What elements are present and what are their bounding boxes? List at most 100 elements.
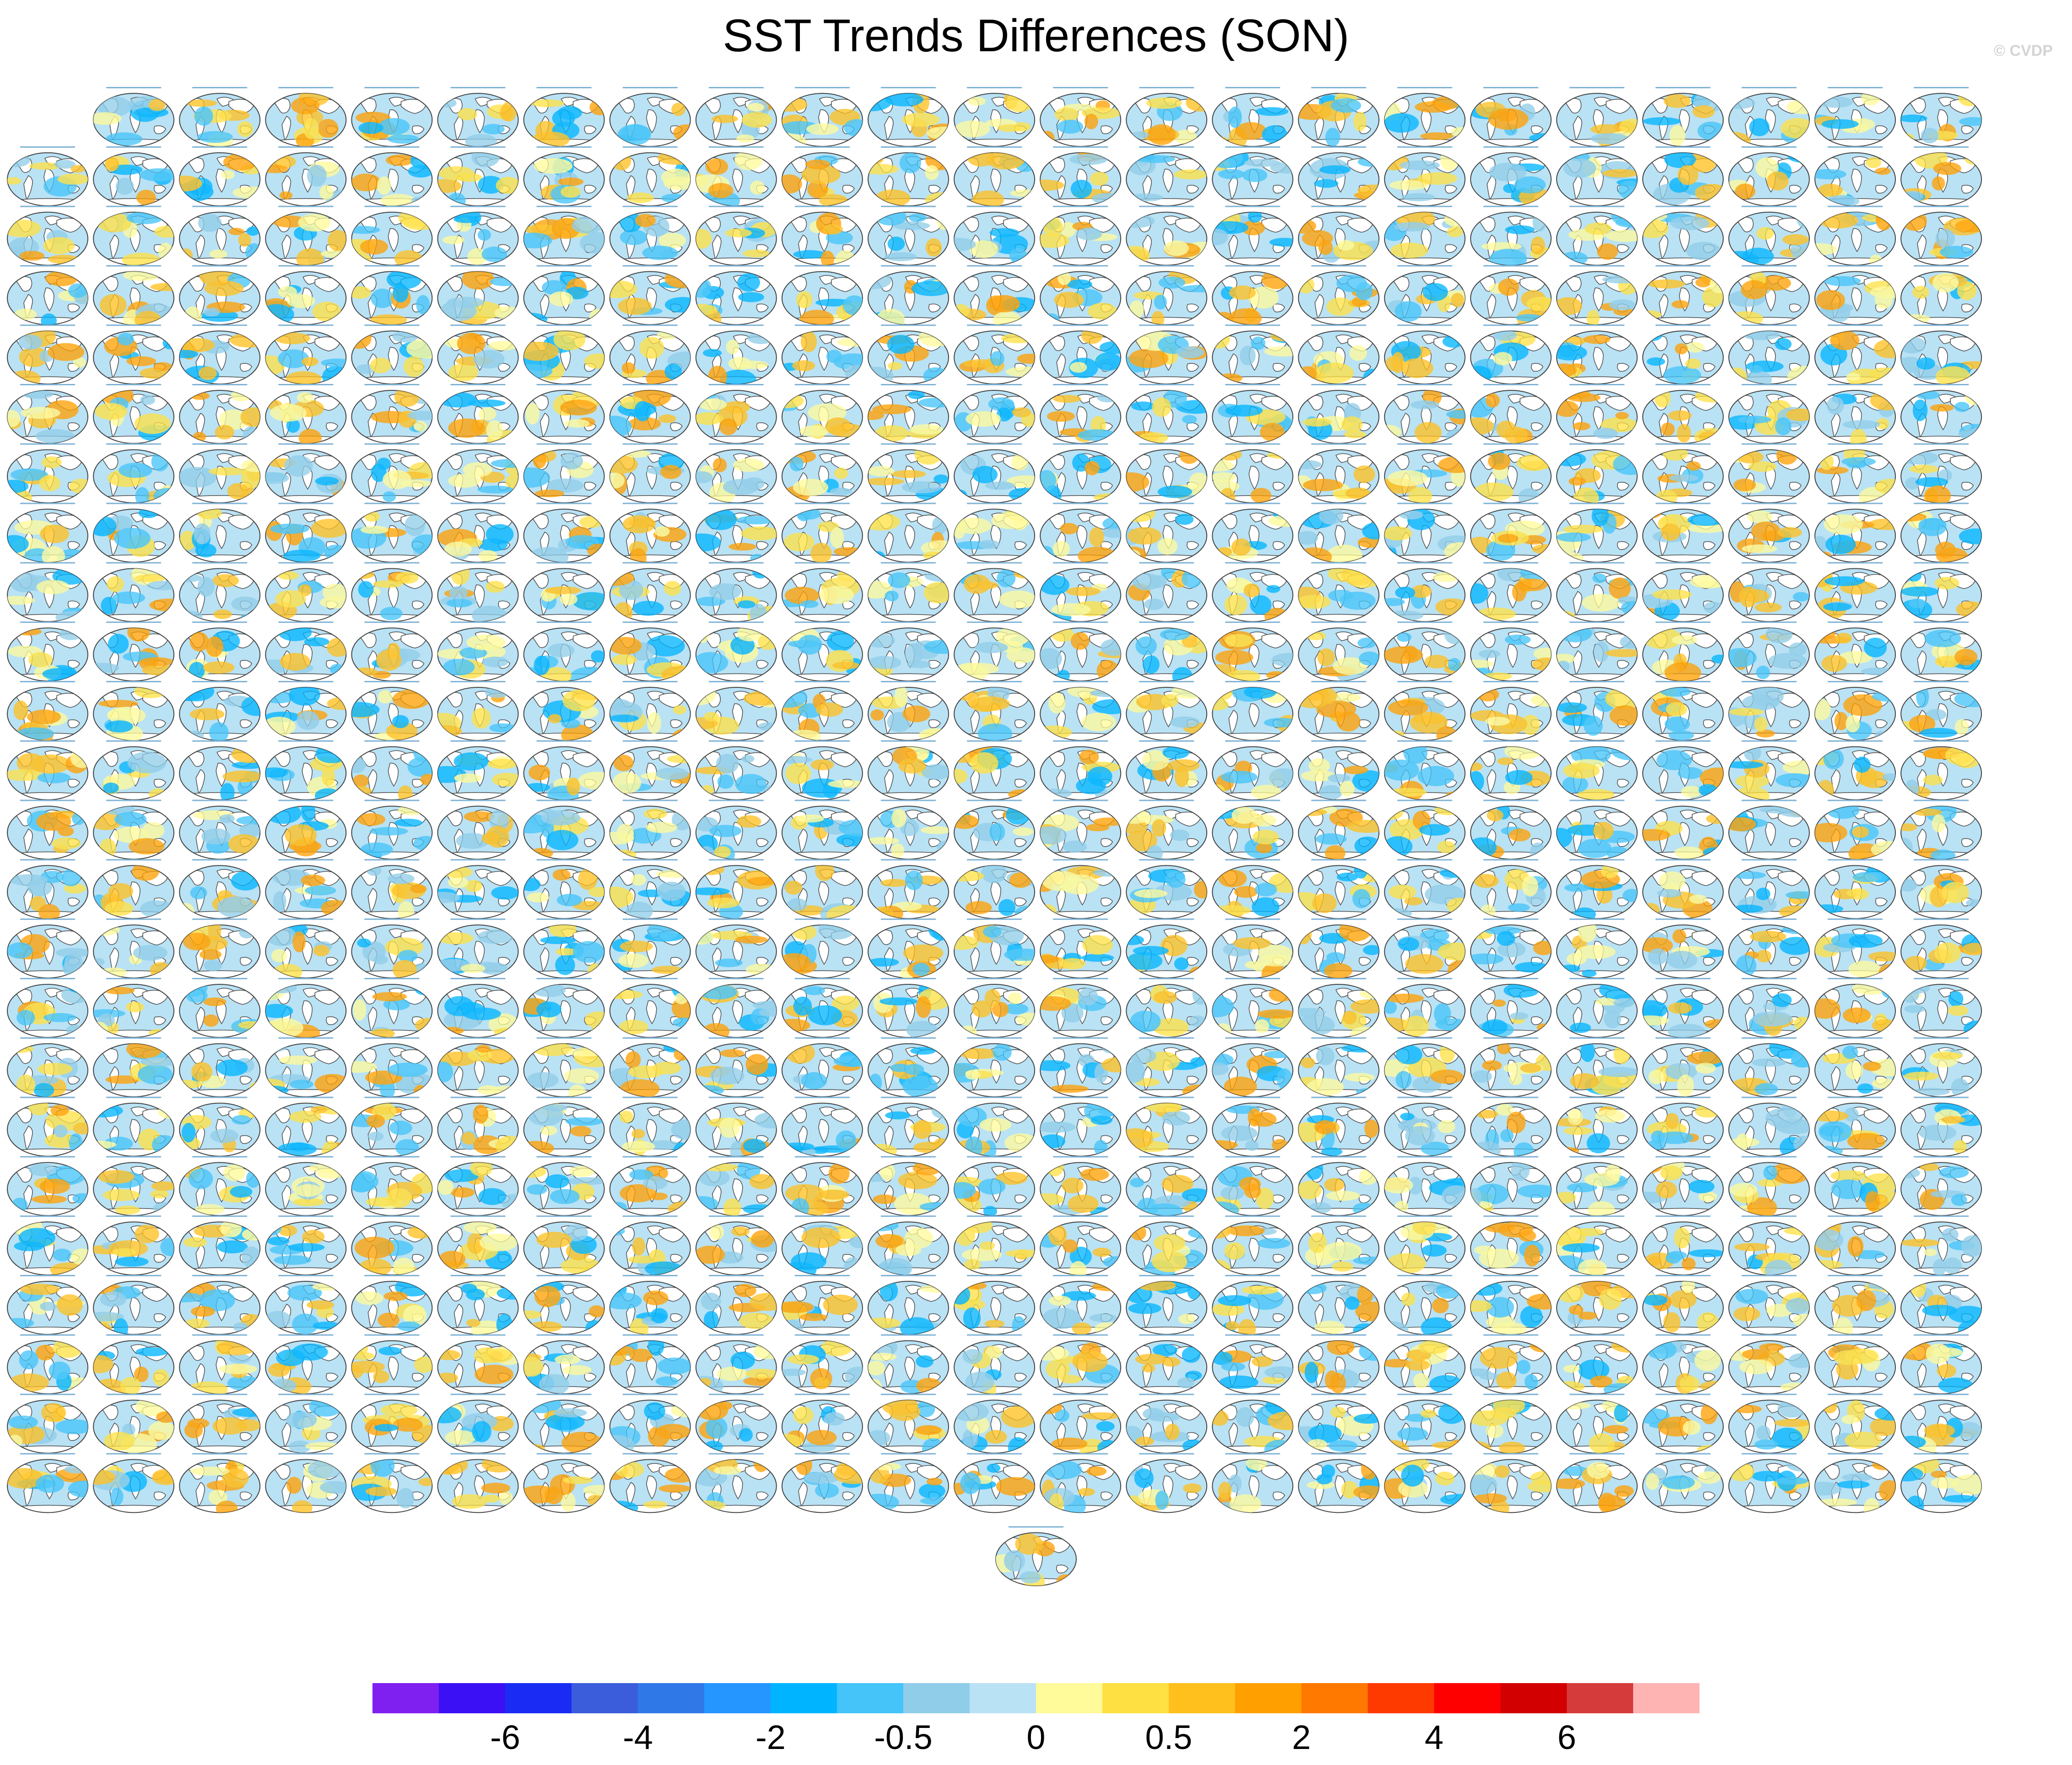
map-panel [951,265,1038,328]
map-panel [6,1393,92,1454]
map-panel [1900,1037,1982,1098]
map-panel [769,1393,863,1454]
map-panel [691,443,777,504]
map-panel [1891,1453,1990,1515]
map-panel [347,1334,434,1395]
map-panel [1728,1037,1818,1098]
map-panel [1211,1275,1294,1339]
map-panel [1550,562,1645,623]
map-panel [1295,918,1381,979]
map-panel [178,1334,261,1398]
map-panel [1381,205,1476,266]
map-panel [1638,562,1728,626]
map-panel [604,1215,691,1277]
map-panel [254,978,347,1042]
map-panel [1038,502,1126,568]
map-panel [1125,1215,1217,1281]
map-panel [1556,859,1641,921]
map-panel [1556,205,1646,266]
map-panel [689,384,777,444]
map-panel [867,1334,950,1399]
colorbar-box [837,1683,903,1713]
map-panel [1728,502,1810,563]
map-panel [264,1453,350,1516]
map-panel [523,146,605,207]
map-panel [953,978,1044,1040]
map-panel [6,978,98,1038]
map-panel [1034,205,1122,266]
map-panel [518,1393,605,1454]
map-panel [1632,1156,1724,1216]
map-panel [264,799,347,860]
map-panel [951,1393,1036,1458]
map-panel [264,562,353,622]
map-panel [349,265,433,325]
map-panel [84,621,182,682]
map-panel [437,87,519,149]
map-panel [340,681,433,741]
map-panel [867,205,952,266]
map-panel [609,205,691,266]
map-panel [1297,265,1380,325]
map-panel [1209,740,1299,801]
map-panel [1642,1453,1724,1513]
map-panel [264,1096,347,1161]
map-panel [1467,502,1559,563]
map-panel [1814,1393,1906,1454]
map-panel [1034,978,1122,1038]
map-panel [1898,146,1983,207]
map-panel [691,1453,777,1513]
map-panel [599,799,692,860]
map-panel [1556,1393,1638,1454]
map-panel [1039,384,1122,444]
map-panel [437,502,519,563]
map-panel [1123,1453,1208,1514]
map-panel [1033,1393,1122,1459]
map-panel [510,265,606,325]
map-panel [1039,265,1122,327]
map-panel [1125,1334,1208,1395]
map-panel [768,918,863,979]
map-panel [169,562,270,622]
map-panel [859,1453,960,1513]
map-panel [346,324,445,385]
map-panel [178,205,262,266]
map-panel [692,621,778,682]
map-panel [178,265,261,327]
map-panel [1467,740,1552,801]
map-panel [1125,1156,1212,1220]
map-panel [1379,146,1466,207]
map-panel [609,502,691,568]
map-panel [1289,799,1386,862]
map-panel [436,1334,524,1395]
map-panel [945,1156,1036,1216]
map-panel [950,1275,1036,1336]
map-panel [609,1037,691,1099]
map-panel [1470,1096,1552,1162]
map-panel [1382,1334,1466,1395]
map-panel [1121,1393,1208,1454]
map-panel [1635,205,1724,266]
map-panel [1810,146,1896,207]
map-panel [772,384,865,444]
map-panel [945,740,1036,801]
map-panel [1721,443,1813,504]
map-panel [1383,621,1479,682]
map-panel [1642,740,1736,801]
map-panel [860,562,961,622]
map-panel [781,1215,869,1279]
map-panel [781,621,864,682]
map-panel [1466,1334,1555,1395]
map-panel [1728,918,1822,979]
map-panel [519,1453,615,1513]
map-panel [6,1096,92,1157]
map-panel [1899,1334,1982,1395]
watermark: © CVDP [1994,42,2053,59]
map-panel [1554,265,1641,326]
map-panel [1211,918,1294,985]
map-panel [6,859,89,921]
map-panel [174,324,269,385]
map-panel [867,740,950,801]
map-panel [781,205,863,272]
map-panel [1125,562,1208,622]
